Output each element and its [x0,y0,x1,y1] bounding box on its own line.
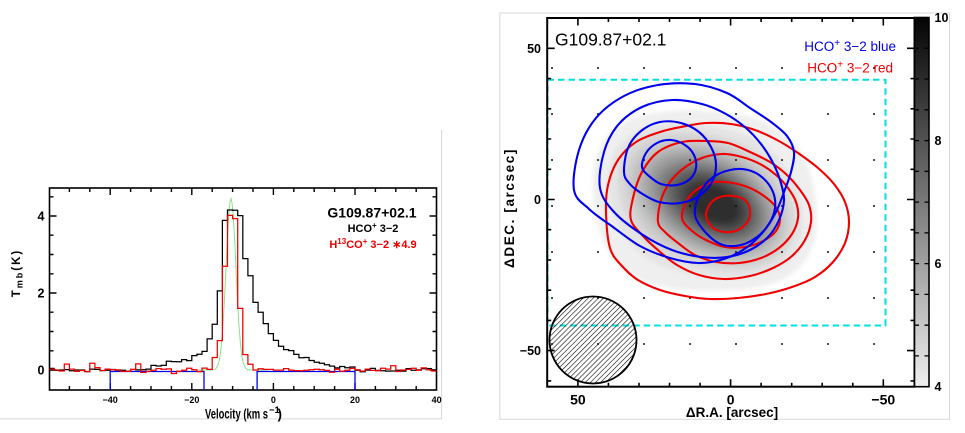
svg-text:0: 0 [271,395,276,405]
svg-text:2: 2 [38,287,45,301]
svg-text:20: 20 [350,395,360,405]
svg-text:4: 4 [38,210,45,224]
svg-text:G109.87+02.1: G109.87+02.1 [327,205,416,221]
svg-text:H13CO+ 3−2 ∗4.9: H13CO+ 3−2 ∗4.9 [329,237,416,251]
svg-text:50: 50 [570,392,586,408]
svg-text:G109.87+02.1: G109.87+02.1 [555,30,666,50]
svg-text:Tmb(K): Tmb(K) [11,249,25,298]
svg-text:−40: −40 [103,395,118,405]
svg-text:8: 8 [935,134,942,148]
svg-text:Velocity (km s: Velocity (km s [205,407,268,422]
svg-text:0: 0 [38,364,45,378]
svg-text:0: 0 [534,193,541,207]
svg-text:6: 6 [935,257,942,271]
svg-text:HCO+ 3−2 blue: HCO+ 3−2 blue [804,38,896,54]
svg-text:−1: −1 [269,405,281,416]
svg-text:HCO+ 3−2 red: HCO+ 3−2 red [807,60,893,76]
svg-text:ΔDEC. [arcsec]: ΔDEC. [arcsec] [502,148,517,268]
svg-text:−50: −50 [871,392,895,408]
svg-text:HCO+ 3−2: HCO+ 3−2 [348,221,399,235]
svg-text:0: 0 [727,392,735,408]
svg-text:−50: −50 [520,344,541,358]
svg-text:ΔR.A. [arcsec]: ΔR.A. [arcsec] [686,405,778,420]
svg-text:50: 50 [527,42,541,56]
svg-text:4: 4 [935,380,942,394]
svg-text:−20: −20 [184,395,199,405]
svg-text:10: 10 [935,11,949,25]
svg-text:): ) [278,407,283,422]
svg-text:40: 40 [432,395,442,405]
